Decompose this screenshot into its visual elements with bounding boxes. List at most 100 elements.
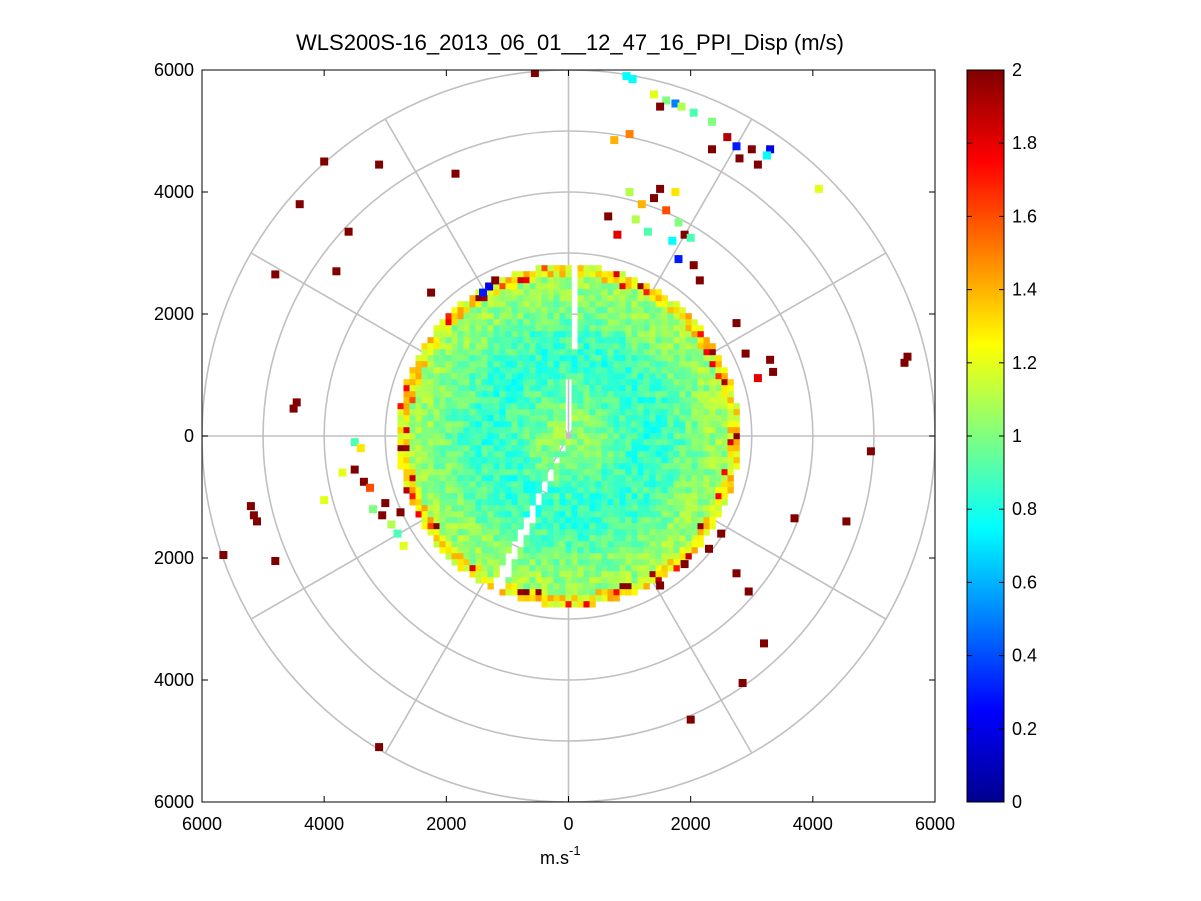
ppi-pixel xyxy=(439,499,446,506)
ppi-pixel xyxy=(625,589,632,596)
ppi-pixel xyxy=(643,547,650,554)
ppi-pixel xyxy=(511,331,518,338)
ppi-pixel xyxy=(487,547,494,554)
ppi-pixel xyxy=(559,439,566,446)
ppi-pixel xyxy=(619,547,626,554)
ppi-pixel xyxy=(655,313,662,320)
ppi-pixel xyxy=(703,337,710,344)
ppi-pixel xyxy=(505,541,512,548)
ppi-pixel xyxy=(397,403,404,410)
ppi-pixel xyxy=(529,319,536,326)
ppi-pixel xyxy=(577,313,584,320)
ppi-pixel xyxy=(595,385,602,392)
ppi-pixel xyxy=(565,289,572,296)
ppi-pixel xyxy=(607,379,614,386)
ppi-pixel xyxy=(619,325,626,332)
ppi-pixel xyxy=(487,559,494,566)
ppi-pixel xyxy=(649,517,656,524)
ppi-pixel xyxy=(661,481,668,488)
ppi-pixel xyxy=(727,391,734,398)
ppi-pixel xyxy=(571,541,578,548)
ppi-pixel xyxy=(577,589,584,596)
ppi-pixel xyxy=(637,535,644,542)
ppi-pixel xyxy=(433,535,440,542)
ppi-pixel xyxy=(601,391,608,398)
ppi-pixel xyxy=(433,529,440,536)
ppi-pixel xyxy=(661,517,668,524)
ppi-pixel xyxy=(499,463,506,470)
ppi-pixel xyxy=(679,355,686,362)
ppi-pixel xyxy=(493,415,500,422)
ppi-pixel xyxy=(439,535,446,542)
ppi-pixel xyxy=(511,583,518,590)
ppi-pixel xyxy=(727,469,734,476)
ppi-pixel xyxy=(517,373,524,380)
ppi-pixel xyxy=(625,445,632,452)
ppi-pixel xyxy=(577,373,584,380)
ppi-pixel xyxy=(463,481,470,488)
ppi-pixel xyxy=(517,301,524,308)
ppi-pixel xyxy=(517,463,524,470)
ppi-pixel xyxy=(523,409,530,416)
sparse-pixel xyxy=(320,157,329,166)
ppi-pixel xyxy=(457,469,464,476)
ppi-pixel xyxy=(577,565,584,572)
ppi-pixel xyxy=(589,469,596,476)
ppi-pixel xyxy=(577,265,584,272)
ppi-pixel xyxy=(565,361,572,368)
ppi-pixel xyxy=(427,493,434,500)
ppi-pixel xyxy=(493,523,500,530)
ppi-pixel xyxy=(409,385,416,392)
ppi-pixel xyxy=(625,475,632,482)
ppi-pixel xyxy=(547,361,554,368)
ppi-pixel xyxy=(625,439,632,446)
ppi-pixel xyxy=(685,505,692,512)
sparse-pixel xyxy=(344,227,353,236)
ppi-pixel xyxy=(517,331,524,338)
ppi-pixel xyxy=(727,451,734,458)
ppi-pixel xyxy=(607,535,614,542)
ppi-pixel xyxy=(475,349,482,356)
ppi-pixel xyxy=(679,439,686,446)
ppi-pixel xyxy=(445,451,452,458)
ppi-pixel xyxy=(583,277,590,284)
ppi-pixel xyxy=(499,511,506,518)
sparse-pixel xyxy=(387,520,396,529)
ppi-pixel xyxy=(673,469,680,476)
ppi-pixel xyxy=(475,373,482,380)
ppi-pixel xyxy=(523,295,530,302)
ppi-pixel xyxy=(511,517,518,524)
ppi-pixel xyxy=(577,427,584,434)
ppi-pixel xyxy=(511,529,518,536)
ppi-pixel xyxy=(613,283,620,290)
ppi-pixel xyxy=(439,325,446,332)
ppi-pixel xyxy=(655,523,662,530)
sparse-pixel xyxy=(689,261,698,270)
ppi-pixel xyxy=(469,523,476,530)
ppi-pixel xyxy=(481,505,488,512)
ppi-pixel xyxy=(559,595,566,602)
ppi-pixel xyxy=(433,385,440,392)
ppi-pixel xyxy=(697,433,704,440)
ppi-pixel xyxy=(685,397,692,404)
ppi-pixel xyxy=(547,445,554,452)
ppi-pixel xyxy=(667,409,674,416)
ppi-pixel xyxy=(463,361,470,368)
ppi-pixel xyxy=(613,493,620,500)
sparse-pixel xyxy=(451,169,460,178)
ppi-pixel xyxy=(457,433,464,440)
ppi-pixel xyxy=(499,547,506,554)
ppi-pixel xyxy=(535,349,542,356)
ppi-pixel xyxy=(691,415,698,422)
ppi-pixel xyxy=(595,433,602,440)
ppi-pixel xyxy=(673,553,680,560)
ppi-pixel xyxy=(631,325,638,332)
sparse-pixel xyxy=(625,130,634,139)
ppi-pixel xyxy=(529,535,536,542)
sparse-pixel xyxy=(356,444,365,453)
ppi-pixel xyxy=(661,355,668,362)
ppi-pixel xyxy=(673,445,680,452)
ppi-pixel xyxy=(499,415,506,422)
ppi-pixel xyxy=(511,463,518,470)
ppi-pixel xyxy=(421,451,428,458)
